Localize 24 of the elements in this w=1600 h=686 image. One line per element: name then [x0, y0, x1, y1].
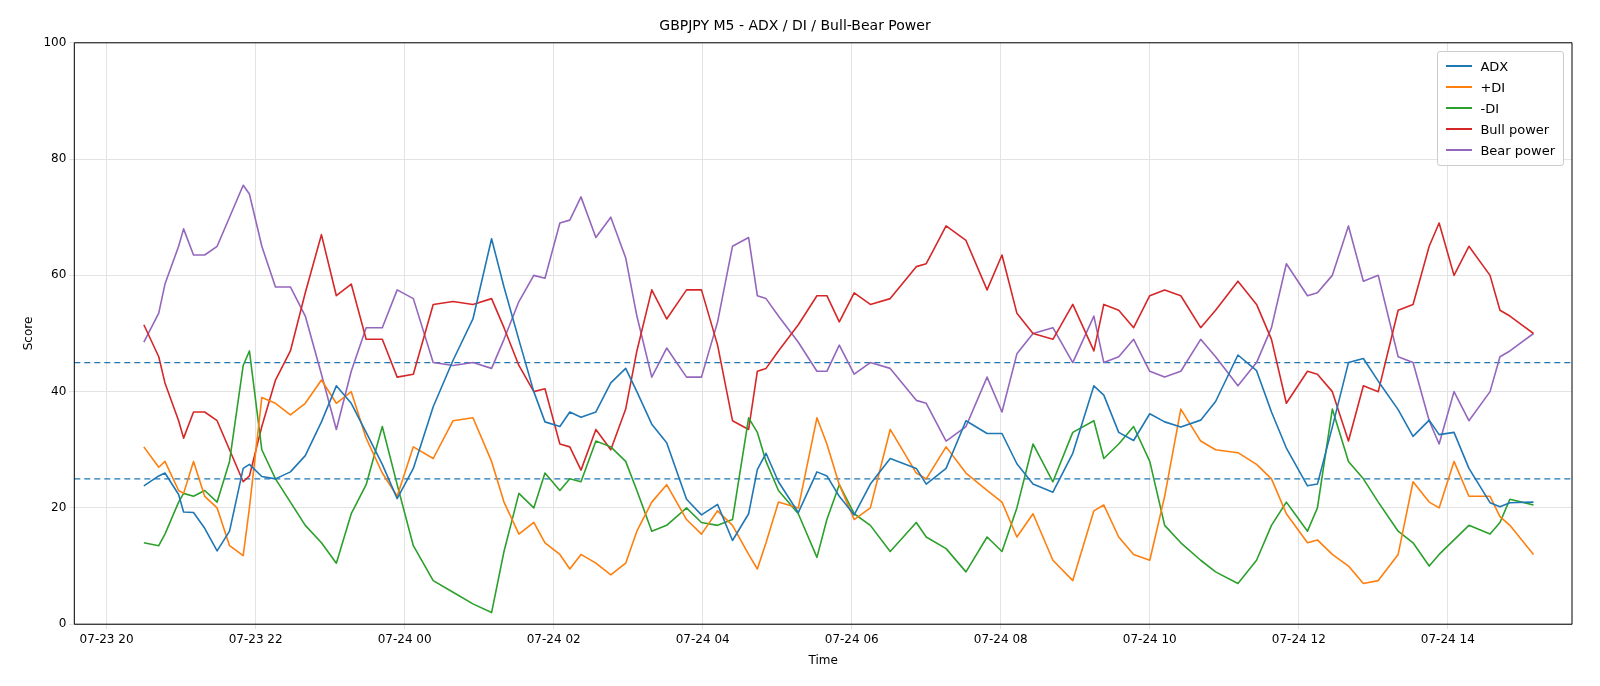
x-tick-label: 07-24 08	[973, 631, 1028, 646]
x-tick-label: 07-24 12	[1271, 631, 1326, 646]
legend-label: Bear power	[1480, 141, 1555, 160]
y-tick-label: 20	[51, 500, 67, 515]
x-tick-label: 07-24 02	[526, 631, 581, 646]
y-tick-label: 80	[51, 151, 67, 166]
y-tick-label: 60	[51, 267, 67, 282]
legend-label: Bull power	[1480, 120, 1550, 139]
x-tick-label: 07-23 20	[79, 631, 134, 646]
chart-title: GBPJPY M5 - ADX / DI / Bull-Bear Power	[659, 17, 931, 34]
x-tick-label: 07-23 22	[228, 631, 283, 646]
legend-label: ADX	[1480, 57, 1509, 76]
x-tick-label: 07-24 14	[1420, 631, 1475, 646]
y-tick-label: 0	[58, 616, 67, 631]
legend-label: -DI	[1480, 99, 1499, 118]
x-tick-label: 07-24 00	[377, 631, 432, 646]
y-axis-title: Score	[21, 316, 36, 351]
x-tick-label: 07-24 04	[675, 631, 730, 646]
x-tick-label: 07-24 10	[1122, 631, 1177, 646]
y-tick-label: 100	[43, 34, 67, 49]
x-axis-title: Time	[807, 652, 838, 667]
x-tick-label: 07-24 06	[824, 631, 879, 646]
legend-label: +DI	[1480, 78, 1506, 97]
y-tick-label: 40	[51, 383, 67, 398]
